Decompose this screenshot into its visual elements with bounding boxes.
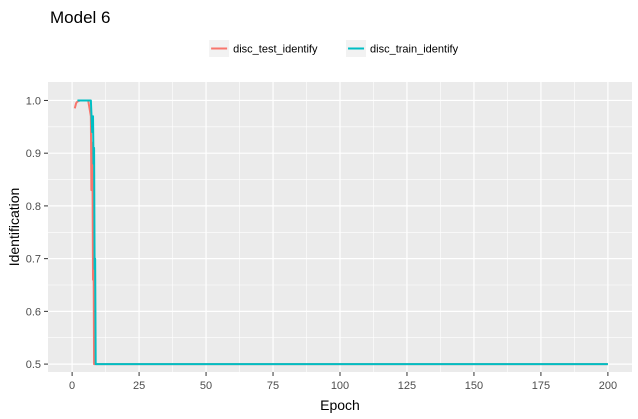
x-tick-label: 150 bbox=[465, 380, 483, 392]
x-axis: 0 25 50 75 100 125 150 175 200 bbox=[69, 372, 617, 392]
y-axis: 0.5 0.6 0.7 0.8 0.9 1.0 bbox=[26, 95, 48, 371]
chart-title: Model 6 bbox=[50, 8, 110, 27]
legend: disc_test_identify disc_train_identify bbox=[209, 40, 459, 57]
x-tick-label: 125 bbox=[398, 380, 416, 392]
x-tick-label: 25 bbox=[133, 380, 145, 392]
series-line-disc-train-identify bbox=[77, 99, 608, 366]
series-layer bbox=[73, 99, 608, 366]
x-tick-label: 0 bbox=[69, 380, 75, 392]
y-tick-label: 1.0 bbox=[26, 95, 41, 107]
y-tick-label: 0.5 bbox=[26, 359, 41, 371]
legend-label: disc_train_identify bbox=[370, 44, 459, 56]
minor-gridlines bbox=[48, 82, 632, 372]
y-axis-label: Identification bbox=[6, 188, 22, 267]
y-tick-label: 0.6 bbox=[26, 306, 41, 318]
y-tick-label: 0.9 bbox=[26, 148, 41, 160]
x-tick-label: 75 bbox=[267, 380, 279, 392]
y-tick-label: 0.8 bbox=[26, 201, 41, 213]
y-tick-label: 0.7 bbox=[26, 254, 41, 266]
x-tick-label: 50 bbox=[200, 380, 212, 392]
legend-label: disc_test_identify bbox=[233, 44, 318, 56]
x-tick-label: 175 bbox=[532, 380, 550, 392]
x-tick-label: 100 bbox=[331, 380, 349, 392]
x-axis-label: Epoch bbox=[320, 397, 360, 413]
x-tick-label: 200 bbox=[599, 380, 617, 392]
